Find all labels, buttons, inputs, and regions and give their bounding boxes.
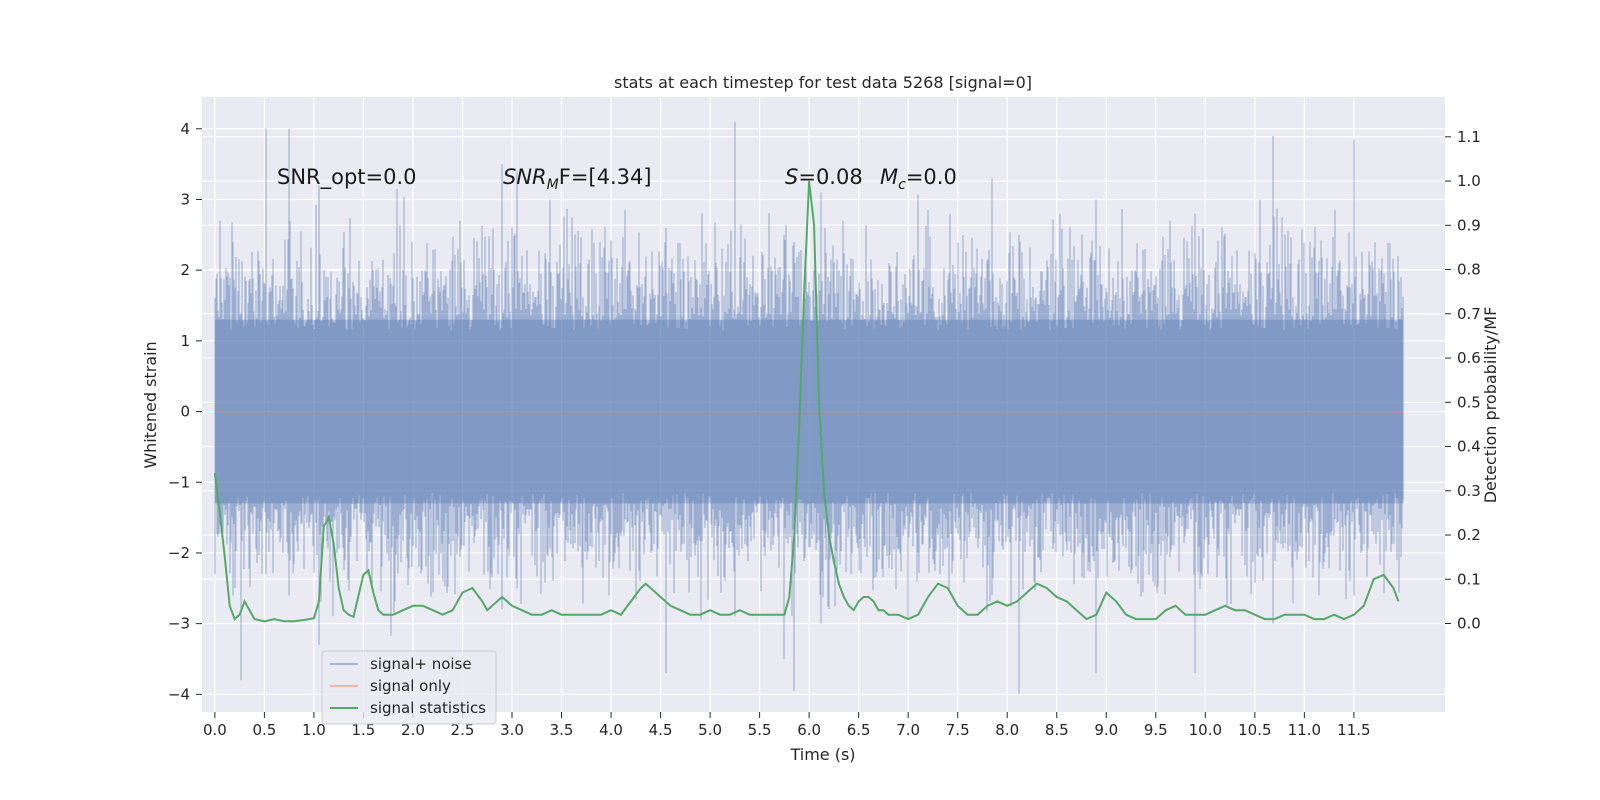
y-right-tick-label: 0.7: [1457, 305, 1481, 323]
x-tick-label: 6.5: [847, 721, 871, 739]
y-right-tick-label: 1.0: [1457, 172, 1481, 190]
y-left-tick-label: 4: [180, 120, 190, 138]
x-tick-label: 10.0: [1189, 721, 1222, 739]
x-tick-label: 10.5: [1238, 721, 1271, 739]
x-tick-label: 2.5: [451, 721, 475, 739]
y-left-axis-ticks: −4 −3 −2 −1 0 1 2 3 4: [168, 120, 202, 703]
x-tick-label: 8.0: [995, 721, 1019, 739]
y-right-tick-label: 0.0: [1457, 615, 1481, 633]
x-axis-label: Time (s): [789, 745, 855, 764]
statistics-line: [213, 180, 1400, 623]
y-left-axis-label: Whitened strain: [141, 341, 160, 468]
x-tick-label: 2.0: [401, 721, 425, 739]
y-right-tick-label: 0.9: [1457, 216, 1481, 234]
y-left-tick-label: 3: [180, 191, 190, 209]
y-left-tick-label: −2: [168, 544, 190, 562]
x-tick-label: 9.0: [1094, 721, 1118, 739]
y-right-tick-label: 0.6: [1457, 349, 1481, 367]
x-axis-ticks: 0.0 0.5 1.0 1.5 2.0 2.5 3.0 3.5 4.0 4.5 5.0 5.5 6.0 6…: [203, 712, 1371, 739]
y-left-tick-label: 2: [180, 261, 190, 279]
x-tick-label: 7.5: [946, 721, 970, 739]
x-tick-label: 1.5: [352, 721, 376, 739]
x-tick-label: 7.0: [896, 721, 920, 739]
y-left-tick-label: 1: [180, 332, 190, 350]
x-tick-label: 3.0: [500, 721, 524, 739]
y-left-tick-label: 0: [180, 403, 190, 421]
annotation-s: S=0.08: [785, 165, 863, 189]
x-tick-label: 3.5: [550, 721, 574, 739]
x-tick-label: 11.0: [1288, 721, 1321, 739]
x-tick-label: 5.5: [748, 721, 772, 739]
y-right-tick-label: 0.8: [1457, 261, 1481, 279]
y-right-tick-label: 0.4: [1457, 438, 1481, 456]
legend: signal+ noise signal only signal statist…: [321, 650, 497, 725]
x-tick-label: 9.5: [1144, 721, 1168, 739]
y-left-tick-label: −3: [168, 615, 190, 633]
x-tick-label: 5.0: [698, 721, 722, 739]
annotation-snr-mf: SNRMF=[4.34]: [503, 165, 652, 193]
noise-trace: [214, 121, 1404, 695]
statistics-series: [213, 180, 1400, 623]
legend-label-signal: signal only: [370, 677, 451, 695]
y-right-axis-ticks: 0.0 0.1 0.2 0.3 0.4 0.5 0.6 0.7 0.8 0.9 1.0 1.1: [1445, 128, 1481, 633]
annotation-mc: Mc=0.0: [880, 165, 957, 193]
y-right-tick-label: 0.5: [1457, 393, 1481, 411]
legend-box: [321, 650, 497, 725]
y-right-tick-label: 0.3: [1457, 482, 1481, 500]
x-tick-label: 0.5: [252, 721, 276, 739]
x-tick-label: 11.5: [1337, 721, 1370, 739]
y-right-axis-label: Detection probability/MF: [1481, 307, 1500, 504]
x-tick-label: 1.0: [302, 721, 326, 739]
chart-title: stats at each timestep for test data 526…: [614, 73, 1032, 92]
legend-label-statistics: signal statistics: [370, 699, 486, 717]
x-tick-label: 4.5: [649, 721, 673, 739]
annotation-snr-opt: SNR_opt=0.0: [277, 165, 417, 190]
y-right-tick-label: 1.1: [1457, 128, 1481, 146]
x-tick-label: 4.0: [599, 721, 623, 739]
x-tick-label: 0.0: [203, 721, 227, 739]
y-left-tick-label: −1: [168, 473, 190, 491]
x-tick-label: 8.5: [1045, 721, 1069, 739]
y-left-tick-label: −4: [168, 685, 190, 703]
y-right-tick-label: 0.2: [1457, 526, 1481, 544]
y-right-tick-label: 0.1: [1457, 570, 1481, 588]
legend-label-noise: signal+ noise: [370, 655, 472, 673]
x-tick-label: 6.0: [797, 721, 821, 739]
